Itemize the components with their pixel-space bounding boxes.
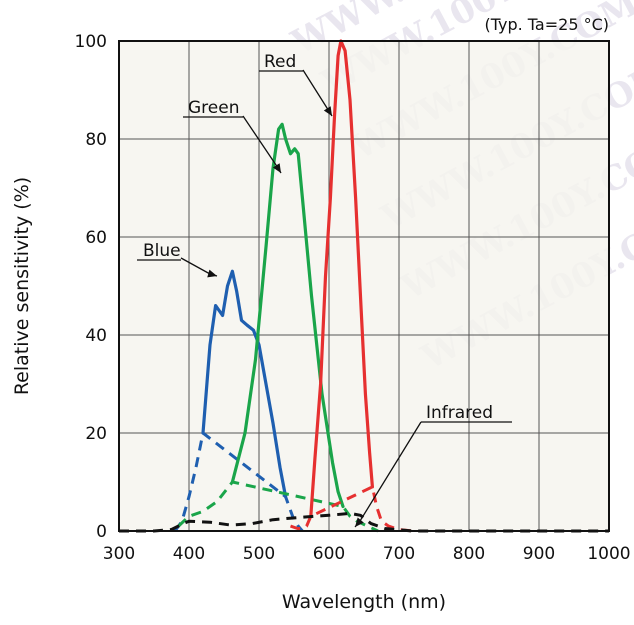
- measurement-note: (Typ. Ta=25 °C): [484, 15, 609, 34]
- green-series-dashed-line: [177, 480, 379, 533]
- red-series-label: Red: [264, 52, 296, 72]
- plot-frame: [118, 40, 610, 532]
- x-tick-label: 300: [103, 544, 135, 564]
- green-series-line: [230, 122, 345, 509]
- y-tick-label: 0: [96, 522, 107, 542]
- y-tick-label: 20: [85, 424, 107, 444]
- x-axis-title: Wavelength (nm): [282, 591, 446, 613]
- y-tick-label: 40: [85, 326, 107, 346]
- infrared-leader-arrowhead: [355, 517, 364, 527]
- infrared-series-label: Infrared: [426, 403, 493, 423]
- infrared-series-dashed-line: [119, 511, 609, 533]
- x-tick-label: 700: [383, 544, 415, 564]
- blue-series-label: Blue: [143, 241, 181, 261]
- y-tick-label: 80: [85, 130, 107, 150]
- blue-series-line: [201, 269, 288, 499]
- series-labels: Blue Green Red Infrared: [137, 52, 512, 528]
- green-series-label: Green: [188, 98, 239, 118]
- y-tick-label: 100: [75, 32, 107, 52]
- x-tick-label: 800: [453, 544, 485, 564]
- x-tick-label: 400: [173, 544, 205, 564]
- y-axis-title: Relative sensitivity (%): [11, 177, 33, 395]
- x-tick-label: 1000: [587, 544, 630, 564]
- red-leader-arrowhead: [323, 106, 332, 116]
- x-tick-label: 500: [243, 544, 275, 564]
- blue-leader-arrowhead: [207, 269, 217, 278]
- green-leader-arrowhead: [272, 163, 281, 173]
- tick-labels: 300 400 500 600 700 800 900 1000 0 20 40 60 80 100: [75, 32, 631, 564]
- red-series-dashed-line: [290, 485, 414, 533]
- y-tick-label: 60: [85, 228, 107, 248]
- x-tick-label: 600: [313, 544, 345, 564]
- x-tick-label: 900: [523, 544, 555, 564]
